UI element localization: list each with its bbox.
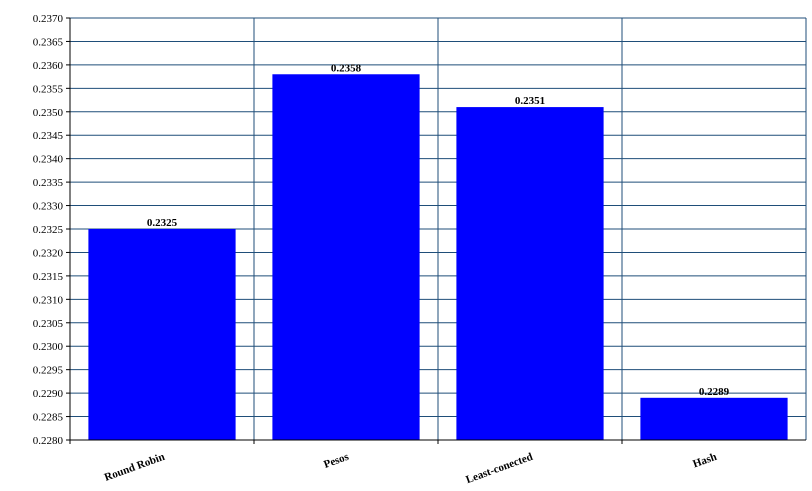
bars xyxy=(88,74,788,441)
y-tick-label: 0.2290 xyxy=(33,388,64,400)
y-tick-label: 0.2360 xyxy=(33,60,64,72)
y-tick-label: 0.2365 xyxy=(33,36,64,48)
y-tick-label: 0.2320 xyxy=(33,247,64,259)
axes xyxy=(66,17,806,444)
y-tick-label: 0.2325 xyxy=(33,224,64,236)
y-tick-label: 0.2350 xyxy=(33,107,64,119)
x-tick-label: Hash xyxy=(691,451,718,471)
y-tick-label: 0.2295 xyxy=(33,365,64,377)
x-tick-labels: Round Robin Pesos Least-conected Hash xyxy=(103,451,719,487)
x-tick-label: Least-conected xyxy=(464,451,534,486)
bar xyxy=(456,107,604,440)
y-tick-label: 0.2310 xyxy=(33,294,64,306)
y-tick-label: 0.2340 xyxy=(33,154,64,166)
data-label: 0.2325 xyxy=(147,217,178,229)
y-tick-label: 0.2315 xyxy=(33,271,64,283)
y-tick-labels: 0.2280 0.2285 0.2290 0.2295 0.2300 0.2305 0.23… xyxy=(33,13,64,447)
x-tick-label: Round Robin xyxy=(103,451,167,484)
y-tick-label: 0.2305 xyxy=(33,318,64,330)
y-tick-label: 0.2330 xyxy=(33,201,64,213)
x-tick-label: Pesos xyxy=(322,451,351,471)
bar xyxy=(640,397,788,440)
y-tick-label: 0.2300 xyxy=(33,341,64,353)
data-labels: 0.2325 0.2358 0.2351 0.2289 xyxy=(147,62,730,398)
data-label: 0.2351 xyxy=(515,95,545,107)
data-label: 0.2289 xyxy=(699,386,730,398)
y-tick-label: 0.2285 xyxy=(33,412,64,424)
bar xyxy=(88,229,236,440)
bar xyxy=(272,74,420,441)
data-label: 0.2358 xyxy=(331,62,362,74)
y-tick-label: 0.2370 xyxy=(33,13,64,25)
y-tick-label: 0.2345 xyxy=(33,130,64,142)
y-tick-label: 0.2335 xyxy=(33,177,64,189)
y-tick-label: 0.2355 xyxy=(33,83,64,95)
y-tick-label: 0.2280 xyxy=(33,435,64,447)
